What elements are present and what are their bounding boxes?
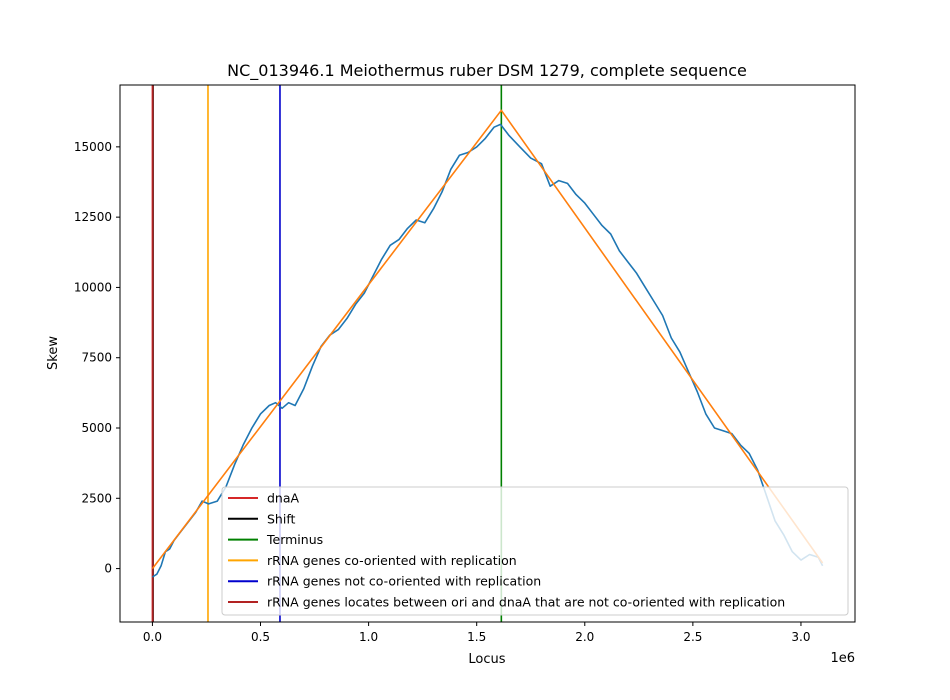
data-series [151,109,824,578]
y-tick-label-1: 2500 [81,491,112,505]
vertical-marker-lines [151,85,503,622]
x-tick-label-3: 1.5 [467,630,486,644]
legend: dnaA Shift Terminus rRNA genes co-oriented … [221,486,849,616]
x-axis-offset-label: 1e6 [830,651,855,666]
x-axis-ticks: 0.0 0.5 1.0 1.5 2.0 2.5 3.0 [143,622,811,644]
y-tick-label-0: 0 [104,562,112,576]
legend-label-2: Terminus [266,532,323,547]
y-tick-label-4: 10000 [74,280,112,294]
x-tick-label-5: 2.5 [683,630,702,644]
y-tick-label-6: 15000 [74,140,112,154]
y-tick-label-3: 7500 [81,351,112,365]
x-tick-label-6: 3.0 [791,630,810,644]
legend-label-4: rRNA genes not co-oriented with replicat… [267,574,541,589]
legend-label-5: rRNA genes locates between ori and dnaA … [267,595,785,610]
chart-title: NC_013946.1 Meiothermus ruber DSM 1279, … [227,61,747,81]
plot-frame [119,84,856,623]
legend-box [221,486,849,616]
x-axis-label: Locus [468,652,505,667]
series-line-1 [151,109,824,570]
legend-label-0: dnaA [267,491,300,506]
y-axis-label: Skew [46,336,61,370]
x-tick-label-2: 1.0 [359,630,378,644]
legend-label-3: rRNA genes co-oriented with replication [267,553,517,568]
x-tick-label-0: 0.0 [143,630,162,644]
y-tick-label-2: 5000 [81,421,112,435]
x-tick-label-4: 2.0 [575,630,594,644]
y-tick-label-5: 12500 [74,210,112,224]
legend-label-1: Shift [267,511,296,526]
y-axis-ticks: 0 2500 5000 7500 10000 12500 15000 [74,140,120,576]
x-tick-label-1: 0.5 [251,630,270,644]
series-line-0 [151,123,824,578]
